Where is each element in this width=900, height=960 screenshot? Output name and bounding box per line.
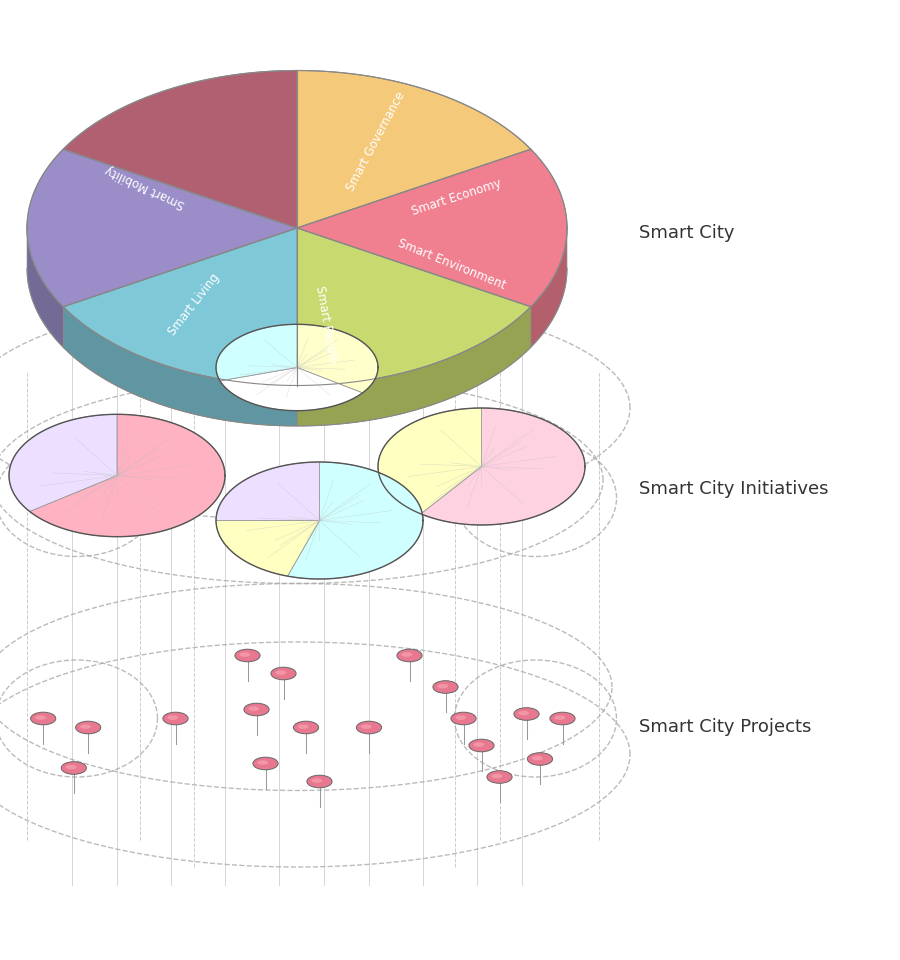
Polygon shape <box>30 415 225 537</box>
Ellipse shape <box>275 670 286 675</box>
Ellipse shape <box>433 681 458 693</box>
Text: Smart Environment: Smart Environment <box>396 237 508 292</box>
Polygon shape <box>287 462 423 579</box>
Text: Smart City: Smart City <box>639 224 734 242</box>
Ellipse shape <box>487 771 512 783</box>
Ellipse shape <box>31 712 56 725</box>
Ellipse shape <box>293 721 319 733</box>
Ellipse shape <box>518 710 529 715</box>
Ellipse shape <box>550 712 575 725</box>
Ellipse shape <box>35 715 46 720</box>
Ellipse shape <box>167 715 178 720</box>
Ellipse shape <box>163 712 188 725</box>
Polygon shape <box>297 307 531 426</box>
Polygon shape <box>420 408 585 525</box>
Ellipse shape <box>451 712 476 725</box>
Polygon shape <box>297 149 567 307</box>
Polygon shape <box>216 324 297 381</box>
Ellipse shape <box>239 653 250 657</box>
Ellipse shape <box>491 774 502 779</box>
Ellipse shape <box>527 753 553 765</box>
Ellipse shape <box>253 757 278 770</box>
Text: Smart City Initiatives: Smart City Initiatives <box>639 480 829 498</box>
Ellipse shape <box>455 715 466 720</box>
Ellipse shape <box>473 742 484 747</box>
Ellipse shape <box>76 721 101 733</box>
Polygon shape <box>297 70 531 228</box>
Polygon shape <box>531 225 567 348</box>
Ellipse shape <box>307 776 332 788</box>
Text: Smart Governance: Smart Governance <box>344 90 408 194</box>
Polygon shape <box>63 228 297 386</box>
Ellipse shape <box>397 649 422 661</box>
Text: Smart Mobility: Smart Mobility <box>104 162 187 211</box>
Ellipse shape <box>80 725 91 729</box>
Polygon shape <box>297 324 378 393</box>
Ellipse shape <box>514 708 539 720</box>
Ellipse shape <box>532 756 543 760</box>
Polygon shape <box>216 520 320 576</box>
Polygon shape <box>378 408 482 514</box>
Ellipse shape <box>401 653 412 657</box>
Ellipse shape <box>361 725 372 729</box>
Ellipse shape <box>469 739 494 752</box>
Polygon shape <box>297 228 531 386</box>
Ellipse shape <box>66 765 77 769</box>
Polygon shape <box>27 225 63 348</box>
Ellipse shape <box>311 779 322 782</box>
Polygon shape <box>220 368 363 411</box>
Ellipse shape <box>271 667 296 680</box>
Ellipse shape <box>437 684 448 688</box>
Text: Smart Living: Smart Living <box>166 272 222 339</box>
Text: Smart City Projects: Smart City Projects <box>639 718 812 736</box>
Ellipse shape <box>554 715 565 720</box>
Text: Smart Economy: Smart Economy <box>410 178 503 219</box>
Ellipse shape <box>356 721 382 733</box>
Ellipse shape <box>257 760 268 765</box>
Polygon shape <box>216 462 320 520</box>
Ellipse shape <box>244 703 269 716</box>
Ellipse shape <box>61 761 86 775</box>
Polygon shape <box>27 149 297 307</box>
Ellipse shape <box>298 725 309 729</box>
Polygon shape <box>63 70 297 228</box>
Polygon shape <box>9 415 117 512</box>
Text: Smart People: Smart People <box>313 284 339 364</box>
Ellipse shape <box>235 649 260 661</box>
Polygon shape <box>63 307 297 426</box>
Ellipse shape <box>248 707 259 710</box>
